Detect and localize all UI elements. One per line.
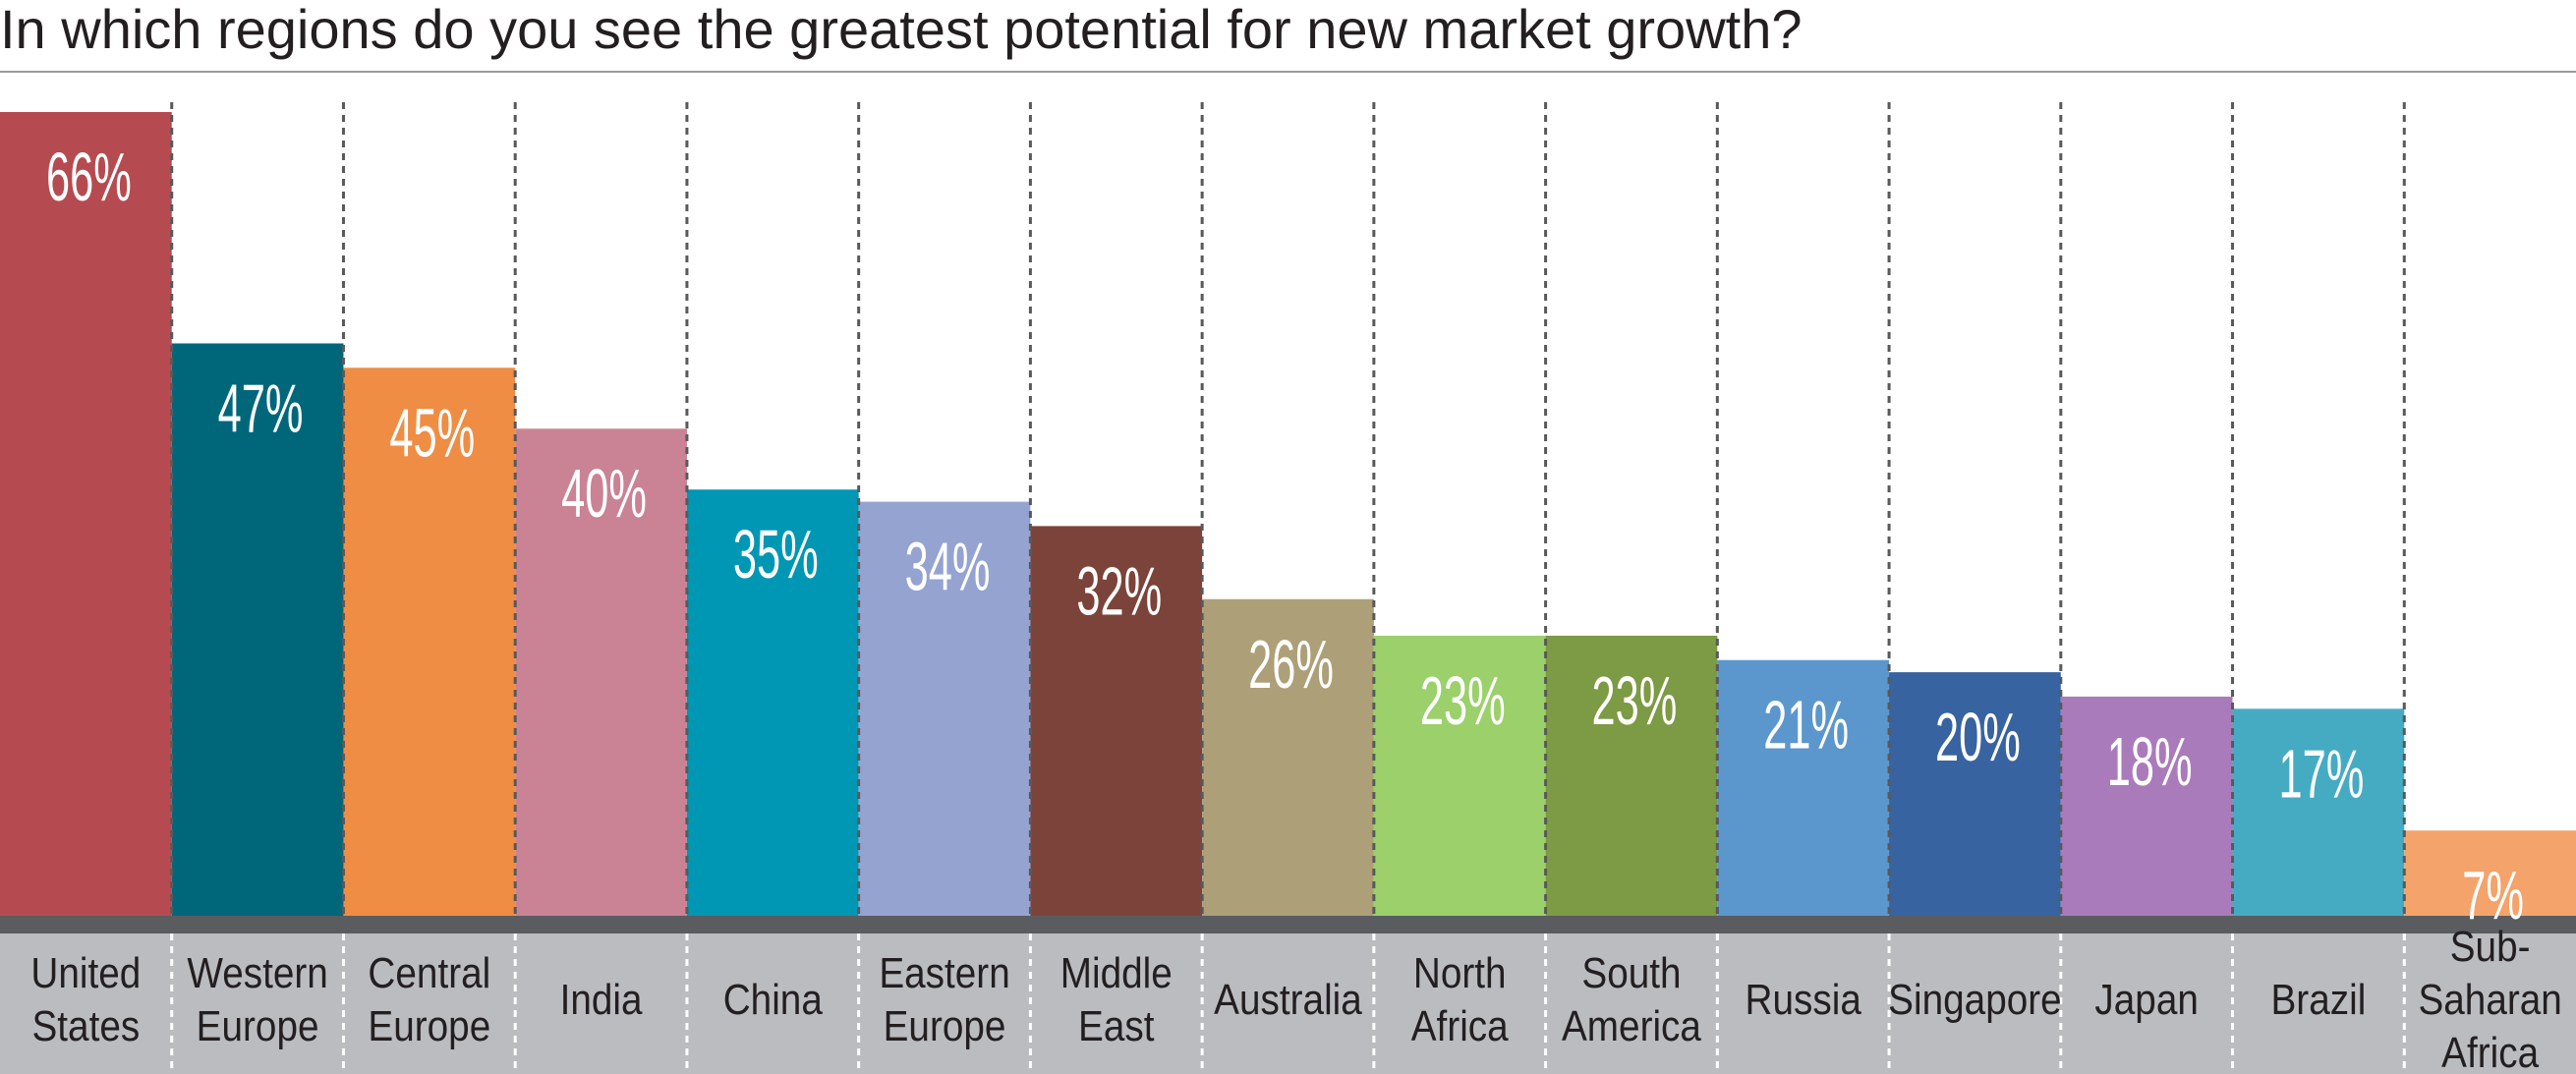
category-label: Brazil (2270, 975, 2366, 1024)
category-label-line: Saharan (2418, 975, 2561, 1024)
bar (1717, 659, 1890, 916)
category-label: Russia (1746, 975, 1862, 1024)
bar-value-label: 35% (733, 517, 819, 594)
baseline-bar (0, 916, 2576, 933)
category-label-line: Central (368, 948, 490, 997)
category-label-line: Singapore (1888, 975, 2062, 1024)
category-label-line: Africa (2441, 1028, 2540, 1074)
bar-value-label: 18% (2107, 723, 2193, 800)
bar-value-label: 23% (1592, 662, 1678, 739)
bar-value-label: 23% (1420, 662, 1506, 739)
bar-value-label: 45% (389, 395, 475, 472)
bar (858, 501, 1031, 916)
category-label-band (0, 933, 2576, 1074)
bar-value-label: 32% (1076, 553, 1162, 630)
bar-value-label: 40% (561, 456, 647, 533)
category-label: Central Europe (368, 948, 490, 1050)
bar-value-label: 7% (2462, 858, 2524, 934)
category-label-line: America (1562, 1001, 1702, 1050)
category-label: South America (1562, 948, 1702, 1050)
bar-value-label: 66% (46, 139, 132, 215)
bar (1030, 526, 1203, 916)
bar (1545, 635, 1718, 916)
category-label: Sub-Saharan Africa (2418, 922, 2561, 1074)
category-label-line: Sub- (2450, 922, 2531, 971)
bar (2060, 696, 2233, 916)
category-label-line: Africa (1411, 1001, 1510, 1050)
bar (1202, 598, 1374, 916)
bar (171, 343, 344, 916)
bar (343, 367, 516, 917)
chart-title: In which regions do you see the greatest… (0, 0, 1803, 60)
category-label-line: United (30, 948, 141, 997)
category-label-line: China (723, 975, 824, 1024)
category-label-line: South (1581, 948, 1681, 997)
category-label-line: Europe (197, 1001, 319, 1050)
category-label-line: Europe (368, 1001, 490, 1050)
bar (2404, 830, 2576, 916)
category-label-line: Europe (884, 1001, 1006, 1050)
category-label-line: Brazil (2270, 975, 2366, 1024)
bar-value-label: 26% (1248, 626, 1334, 703)
category-label: India (560, 975, 644, 1024)
category-label-line: East (1078, 1001, 1155, 1050)
bar (1373, 635, 1546, 916)
category-label: United States (30, 948, 141, 1050)
bar-value-label: 17% (2278, 736, 2364, 813)
category-label-line: Russia (1746, 975, 1862, 1024)
bar (0, 112, 172, 916)
category-label: Western Europe (187, 948, 327, 1050)
bar (1889, 672, 2061, 916)
category-label-line: North (1413, 948, 1507, 997)
category-label-line: Australia (1214, 975, 1363, 1024)
category-label: Middle East (1060, 948, 1173, 1050)
category-label-line: Western (187, 948, 327, 997)
category-label-line: Eastern (879, 948, 1009, 997)
bar (515, 428, 687, 916)
category-label: Eastern Europe (879, 948, 1009, 1050)
category-label: Australia (1214, 975, 1363, 1024)
category-label-line: Middle (1060, 948, 1173, 997)
bar-value-label: 34% (905, 529, 991, 605)
category-label: China (723, 975, 824, 1024)
bar (686, 489, 859, 916)
bar-value-label: 21% (1763, 687, 1849, 763)
category-label-line: Japan (2094, 975, 2198, 1024)
category-label-line: States (31, 1001, 140, 1050)
category-label-line: India (560, 975, 644, 1024)
category-label: Singapore (1888, 975, 2062, 1024)
category-label: Japan (2094, 975, 2198, 1024)
bar-value-label: 47% (218, 370, 304, 447)
category-label: North Africa (1411, 948, 1510, 1050)
bar-value-label: 20% (1935, 700, 2021, 776)
bar (2232, 708, 2405, 916)
title-rule (0, 71, 2576, 73)
